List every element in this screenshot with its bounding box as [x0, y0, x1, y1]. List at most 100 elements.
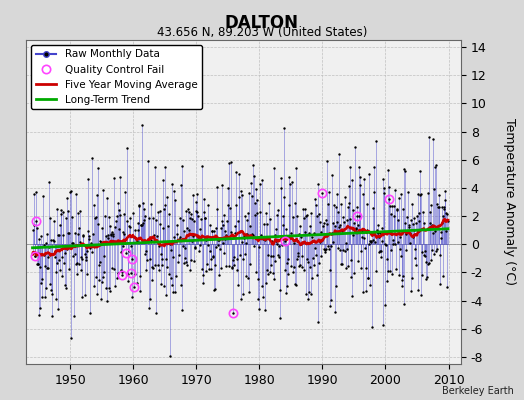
Point: [298, 264, 306, 271]
Point: [200, 196, 208, 202]
Point: [151, 262, 159, 268]
Point: [398, 282, 407, 289]
Point: [226, 205, 234, 211]
Point: [317, 228, 325, 235]
Point: [230, 262, 238, 268]
Point: [337, 260, 346, 267]
Point: [88, 155, 96, 162]
Point: [157, 250, 166, 257]
Point: [226, 229, 235, 236]
Point: [318, 237, 326, 243]
Point: [227, 158, 235, 165]
Point: [365, 241, 373, 248]
Point: [402, 231, 410, 237]
Point: [281, 290, 290, 296]
Point: [260, 307, 269, 313]
Point: [88, 249, 96, 255]
Point: [137, 222, 145, 228]
Point: [247, 180, 255, 186]
Point: [363, 227, 372, 233]
Point: [202, 237, 210, 244]
Point: [340, 218, 348, 225]
Point: [314, 260, 323, 266]
Point: [359, 289, 368, 296]
Point: [259, 220, 268, 227]
Point: [53, 231, 62, 238]
Point: [111, 283, 119, 289]
Point: [417, 191, 425, 198]
Point: [100, 269, 108, 275]
Point: [166, 240, 174, 247]
Point: [405, 223, 413, 230]
Point: [221, 235, 230, 242]
Point: [425, 209, 434, 216]
Point: [371, 238, 379, 245]
Point: [377, 248, 385, 254]
Point: [34, 261, 42, 267]
Point: [344, 200, 353, 206]
Point: [195, 226, 204, 232]
Point: [271, 258, 279, 264]
Point: [54, 306, 62, 312]
Point: [284, 271, 292, 277]
Point: [310, 262, 318, 268]
Point: [279, 125, 288, 131]
Point: [211, 286, 219, 292]
Point: [385, 195, 393, 202]
Point: [414, 210, 423, 217]
Point: [412, 220, 420, 226]
Point: [214, 237, 223, 243]
Point: [260, 235, 268, 242]
Point: [116, 249, 125, 256]
Point: [342, 265, 350, 271]
Point: [54, 232, 63, 238]
Point: [138, 222, 146, 228]
Point: [66, 244, 74, 250]
Point: [93, 221, 102, 227]
Point: [364, 275, 372, 281]
Point: [74, 231, 82, 237]
Point: [132, 271, 140, 277]
Point: [380, 190, 388, 196]
Point: [71, 230, 79, 236]
Point: [394, 239, 402, 245]
Point: [31, 253, 39, 259]
Point: [38, 276, 46, 282]
Point: [353, 204, 361, 210]
Point: [306, 264, 314, 270]
Point: [45, 244, 53, 251]
Point: [156, 208, 165, 215]
Point: [344, 263, 352, 269]
Point: [408, 201, 417, 208]
Point: [66, 189, 74, 195]
Point: [372, 138, 380, 145]
Point: [248, 232, 257, 238]
Point: [349, 207, 357, 213]
Point: [353, 213, 362, 219]
Point: [243, 230, 251, 237]
Point: [303, 259, 312, 265]
Point: [35, 312, 43, 318]
Point: [130, 234, 138, 240]
Point: [142, 267, 150, 273]
Point: [263, 267, 271, 273]
Point: [341, 248, 349, 255]
Point: [192, 198, 200, 205]
Point: [428, 246, 436, 253]
Point: [92, 192, 101, 199]
Point: [439, 273, 447, 279]
Point: [72, 261, 80, 267]
Point: [381, 240, 390, 247]
Point: [266, 216, 275, 222]
Point: [52, 269, 60, 275]
Point: [352, 225, 360, 232]
Point: [290, 264, 298, 270]
Point: [210, 287, 219, 294]
Point: [252, 268, 260, 275]
Point: [266, 268, 274, 275]
Point: [243, 217, 252, 223]
Point: [190, 258, 198, 264]
Point: [110, 175, 118, 182]
Point: [328, 230, 336, 237]
Point: [274, 207, 282, 213]
